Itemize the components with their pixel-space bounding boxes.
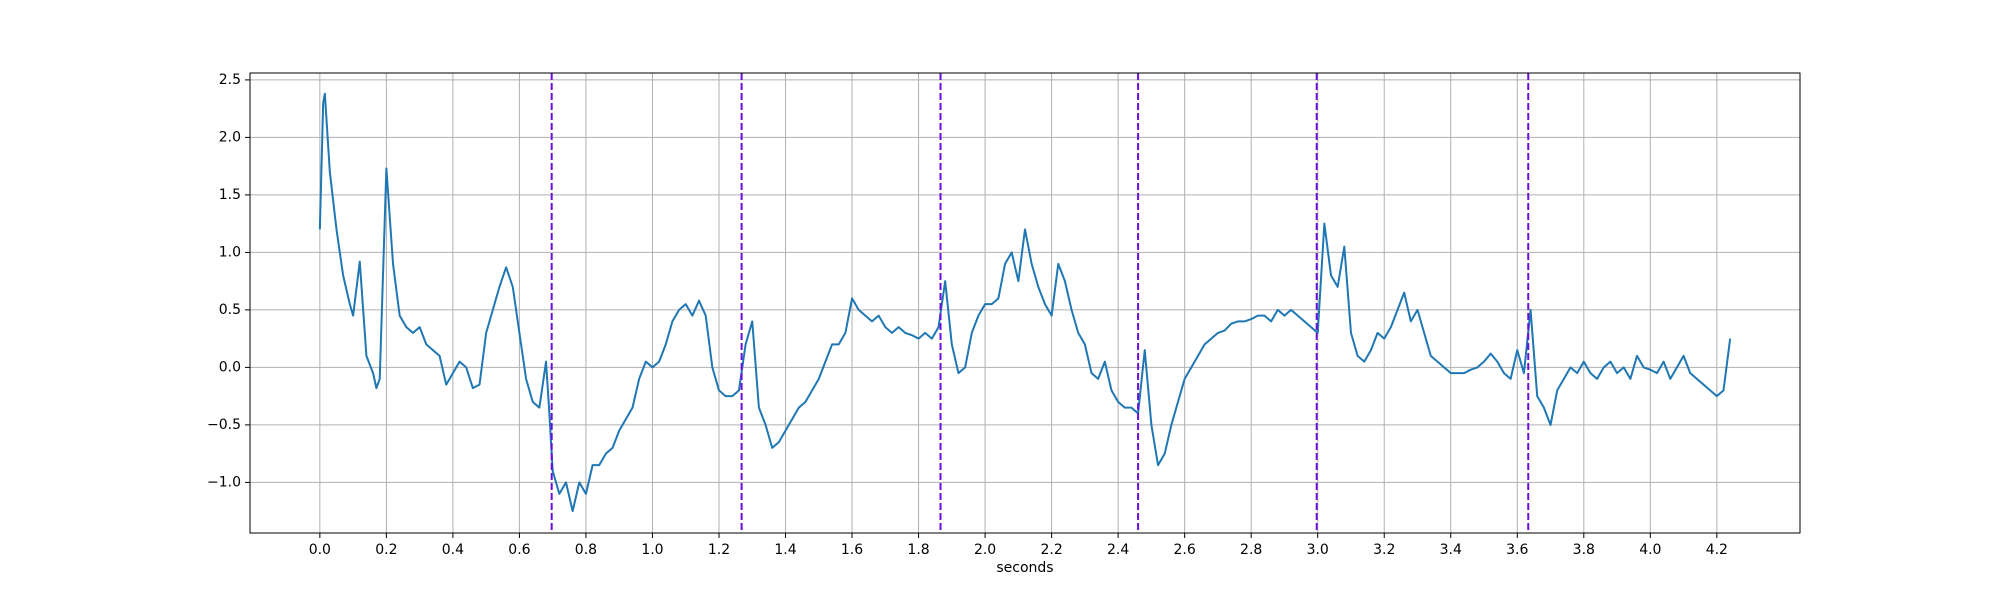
y-tick-label: 2.0: [219, 129, 241, 145]
y-tick-label: 1.0: [219, 244, 241, 260]
x-tick-label: 4.2: [1706, 542, 1728, 558]
series-line: [318, 92, 1732, 513]
x-tick-label: 1.0: [641, 542, 663, 558]
x-tick-label: 2.2: [1040, 542, 1062, 558]
y-tick-label: 2.5: [219, 72, 241, 88]
x-tick-label: 1.4: [774, 542, 796, 558]
x-tick-label: 0.0: [309, 542, 331, 558]
x-tick-label: 0.4: [442, 542, 464, 558]
x-tick-label: 1.2: [708, 542, 730, 558]
y-tick-label: 0.0: [219, 359, 241, 375]
x-tick-label: 3.6: [1506, 542, 1528, 558]
x-tick-label: 0.2: [375, 542, 397, 558]
y-tick-label: −0.5: [207, 417, 241, 433]
plot-frame: [249, 72, 1801, 534]
x-tick-label: 3.0: [1307, 542, 1329, 558]
x-tick-label: 3.8: [1573, 542, 1595, 558]
x-tick-label: 2.6: [1174, 542, 1196, 558]
x-tick-label: 2.4: [1107, 542, 1129, 558]
x-tick-label: 0.8: [575, 542, 597, 558]
y-tick-label: 0.5: [219, 302, 241, 318]
x-tick-label: 0.6: [508, 542, 530, 558]
y-tick-label: 1.5: [219, 187, 241, 203]
x-tick-label: 2.0: [974, 542, 996, 558]
x-tick-label: 3.2: [1373, 542, 1395, 558]
x-tick-label: 3.4: [1440, 542, 1462, 558]
x-tick-label: 4.0: [1639, 542, 1661, 558]
x-tick-label: 1.6: [841, 542, 863, 558]
y-tick-label: −1.0: [207, 474, 241, 490]
x-tick-label: 1.8: [907, 542, 929, 558]
x-tick-label: 2.8: [1240, 542, 1262, 558]
x-axis-label: seconds: [996, 560, 1053, 576]
